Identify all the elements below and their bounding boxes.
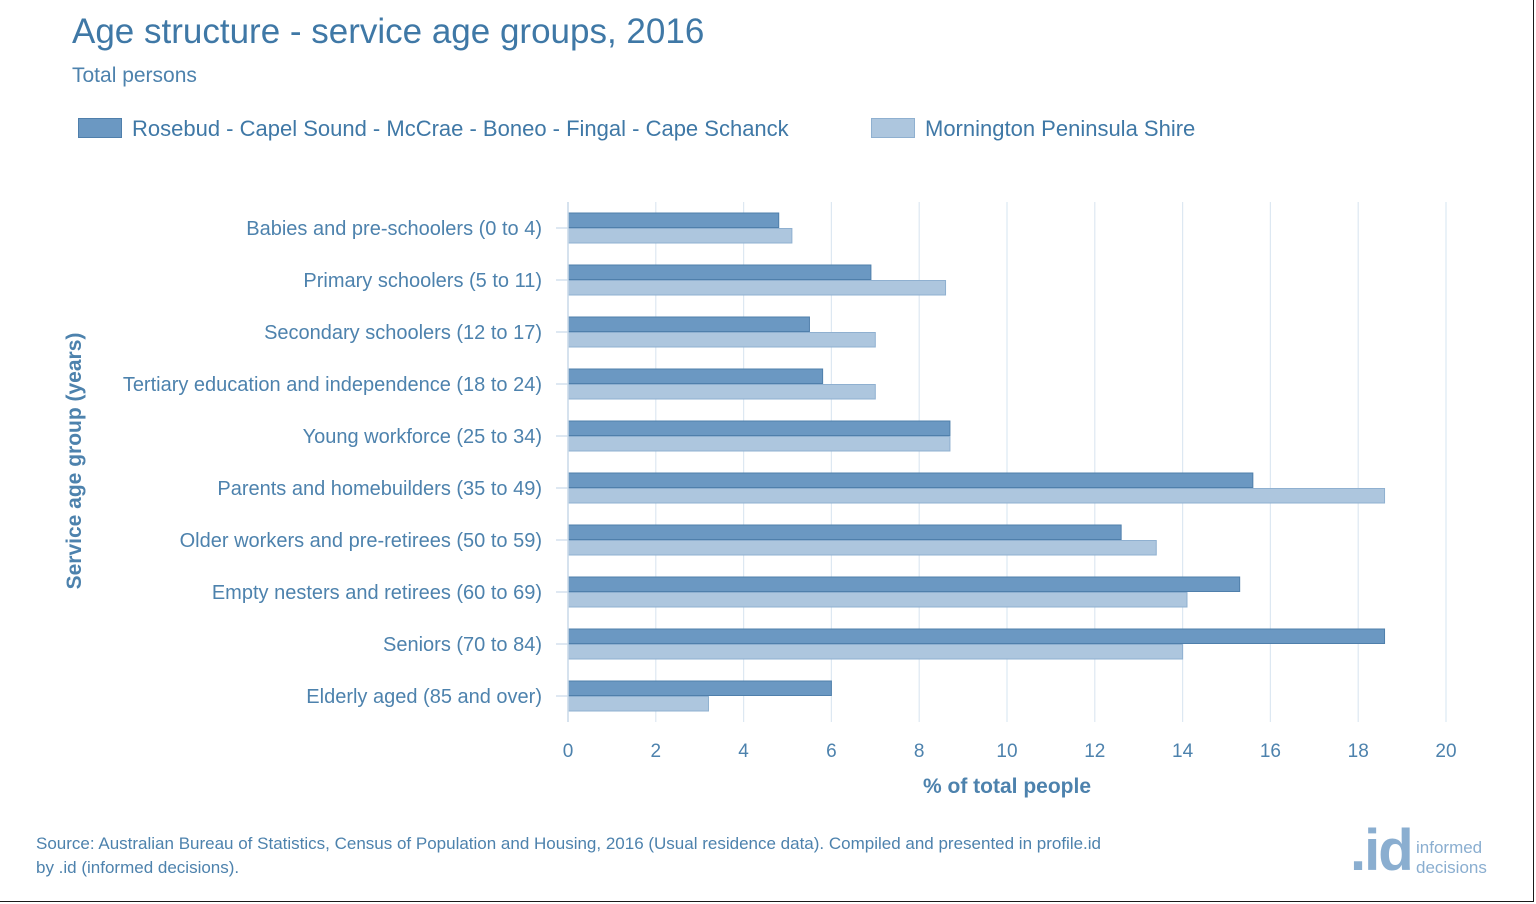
x-tick-label-10: 10 [996, 741, 1017, 762]
legend-swatch-series-1 [78, 118, 122, 138]
logo-text-line-1: informed [1416, 838, 1483, 857]
source-note: Source: Australian Bureau of Statistics,… [36, 834, 1102, 877]
category-label-1: Primary schoolers (5 to 11) [303, 270, 542, 292]
id-logo: .id informed decisions [1350, 822, 1500, 882]
category-label-5: Parents and homebuilders (35 to 49) [217, 478, 542, 500]
legend-swatch-series-2 [871, 118, 915, 138]
category-label-7: Empty nesters and retirees (60 to 69) [212, 582, 542, 604]
category-label-2: Secondary schoolers (12 to 17) [264, 322, 542, 344]
x-tick-label-8: 8 [914, 741, 925, 762]
x-tick-label-0: 0 [563, 741, 574, 762]
bar-series-1-2 [567, 316, 810, 332]
chart-subtitle: Total persons [72, 64, 197, 87]
bar-series-2-0 [567, 228, 793, 244]
category-label-8: Seniors (70 to 84) [383, 634, 542, 656]
bar-series-2-9 [567, 696, 709, 712]
bar-series-2-2 [567, 332, 876, 348]
category-label-9: Elderly aged (85 and over) [306, 686, 542, 708]
bar-series-2-7 [567, 592, 1188, 608]
x-tick-label-4: 4 [738, 741, 749, 762]
x-tick-label-2: 2 [651, 741, 662, 762]
bar-series-1-7 [567, 576, 1241, 592]
bar-series-2-8 [567, 644, 1184, 660]
x-tick-label-16: 16 [1260, 741, 1281, 762]
category-label-0: Babies and pre-schoolers (0 to 4) [246, 218, 542, 240]
logo-text: informed decisions [1416, 838, 1487, 878]
bar-series-1-3 [567, 368, 824, 384]
bar-series-2-5 [567, 488, 1386, 504]
x-tick-label-18: 18 [1348, 741, 1369, 762]
bar-series-1-9 [567, 680, 832, 696]
bar-series-2-6 [567, 540, 1157, 556]
logo-mark: .id [1350, 818, 1414, 883]
chart-title: Age structure - service age groups, 2016 [72, 12, 705, 51]
x-tick-label-20: 20 [1435, 741, 1456, 762]
category-label-4: Young workforce (25 to 34) [303, 426, 542, 448]
legend-label-series-2: Mornington Peninsula Shire [925, 116, 1196, 141]
bar-series-2-4 [567, 436, 951, 452]
bar-series-2-3 [567, 384, 876, 400]
y-axis-title: Service age group (years) [63, 333, 86, 590]
legend-label-series-1: Rosebud - Capel Sound - McCrae - Boneo -… [132, 116, 789, 141]
x-tick-label-14: 14 [1172, 741, 1194, 762]
x-axis-title: % of total people [923, 775, 1091, 798]
category-label-3: Tertiary education and independence (18 … [123, 374, 542, 396]
bar-series-1-8 [567, 628, 1386, 644]
bar-series-2-1 [567, 280, 947, 296]
bar-series-1-0 [567, 212, 780, 228]
logo-text-line-2: decisions [1416, 858, 1487, 877]
bar-series-1-4 [567, 420, 951, 436]
category-label-6: Older workers and pre-retirees (50 to 59… [180, 530, 542, 552]
x-tick-label-12: 12 [1084, 741, 1105, 762]
bar-series-1-1 [567, 264, 872, 280]
bar-series-1-6 [567, 524, 1122, 540]
bar-series-1-5 [567, 472, 1254, 488]
x-tick-label-6: 6 [826, 741, 837, 762]
